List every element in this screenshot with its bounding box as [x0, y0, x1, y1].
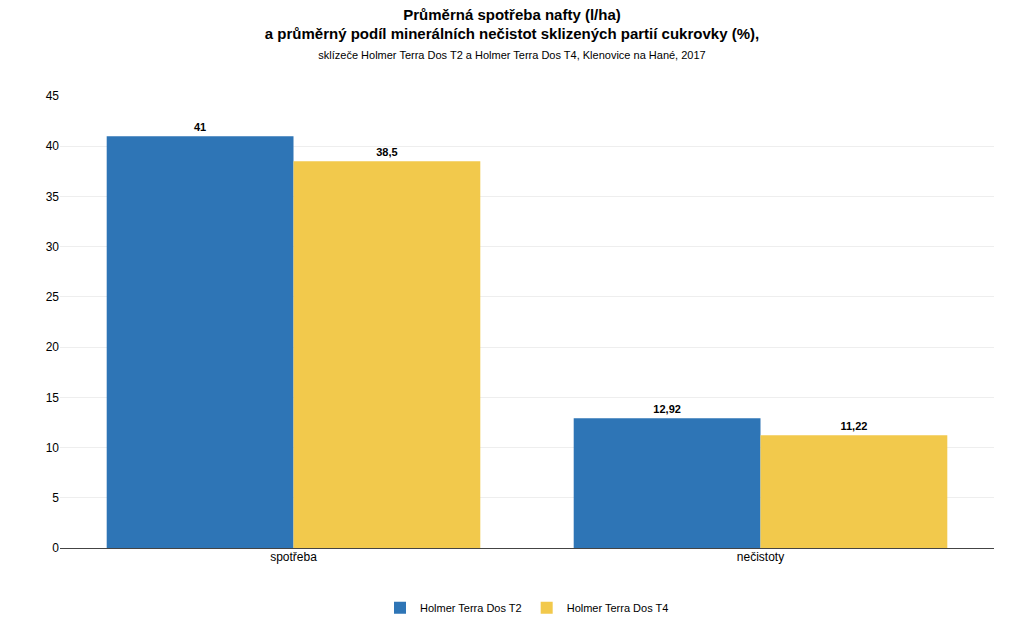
- svg-text:10: 10: [46, 441, 60, 455]
- svg-text:45: 45: [46, 89, 60, 103]
- svg-text:0: 0: [52, 541, 59, 555]
- svg-text:40: 40: [46, 139, 60, 153]
- svg-text:Holmer Terra Dos T2: Holmer Terra Dos T2: [420, 602, 522, 614]
- svg-text:11,22: 11,22: [840, 420, 867, 432]
- svg-text:5: 5: [52, 491, 59, 505]
- svg-text:41: 41: [194, 121, 206, 133]
- svg-text:25: 25: [46, 290, 60, 304]
- svg-text:Průměrná spotřeba nafty (l/ha): Průměrná spotřeba nafty (l/ha)a průměrný…: [265, 6, 759, 61]
- svg-text:30: 30: [46, 240, 60, 254]
- svg-text:Holmer Terra Dos T4: Holmer Terra Dos T4: [567, 602, 669, 614]
- svg-text:38,5: 38,5: [376, 146, 397, 158]
- svg-text:15: 15: [46, 391, 60, 405]
- svg-text:spotřeba: spotřeba: [270, 550, 317, 564]
- svg-text:20: 20: [46, 340, 60, 354]
- svg-text:nečistoty: nečistoty: [737, 550, 784, 564]
- svg-text:35: 35: [46, 190, 60, 204]
- svg-text:12,92: 12,92: [653, 403, 681, 415]
